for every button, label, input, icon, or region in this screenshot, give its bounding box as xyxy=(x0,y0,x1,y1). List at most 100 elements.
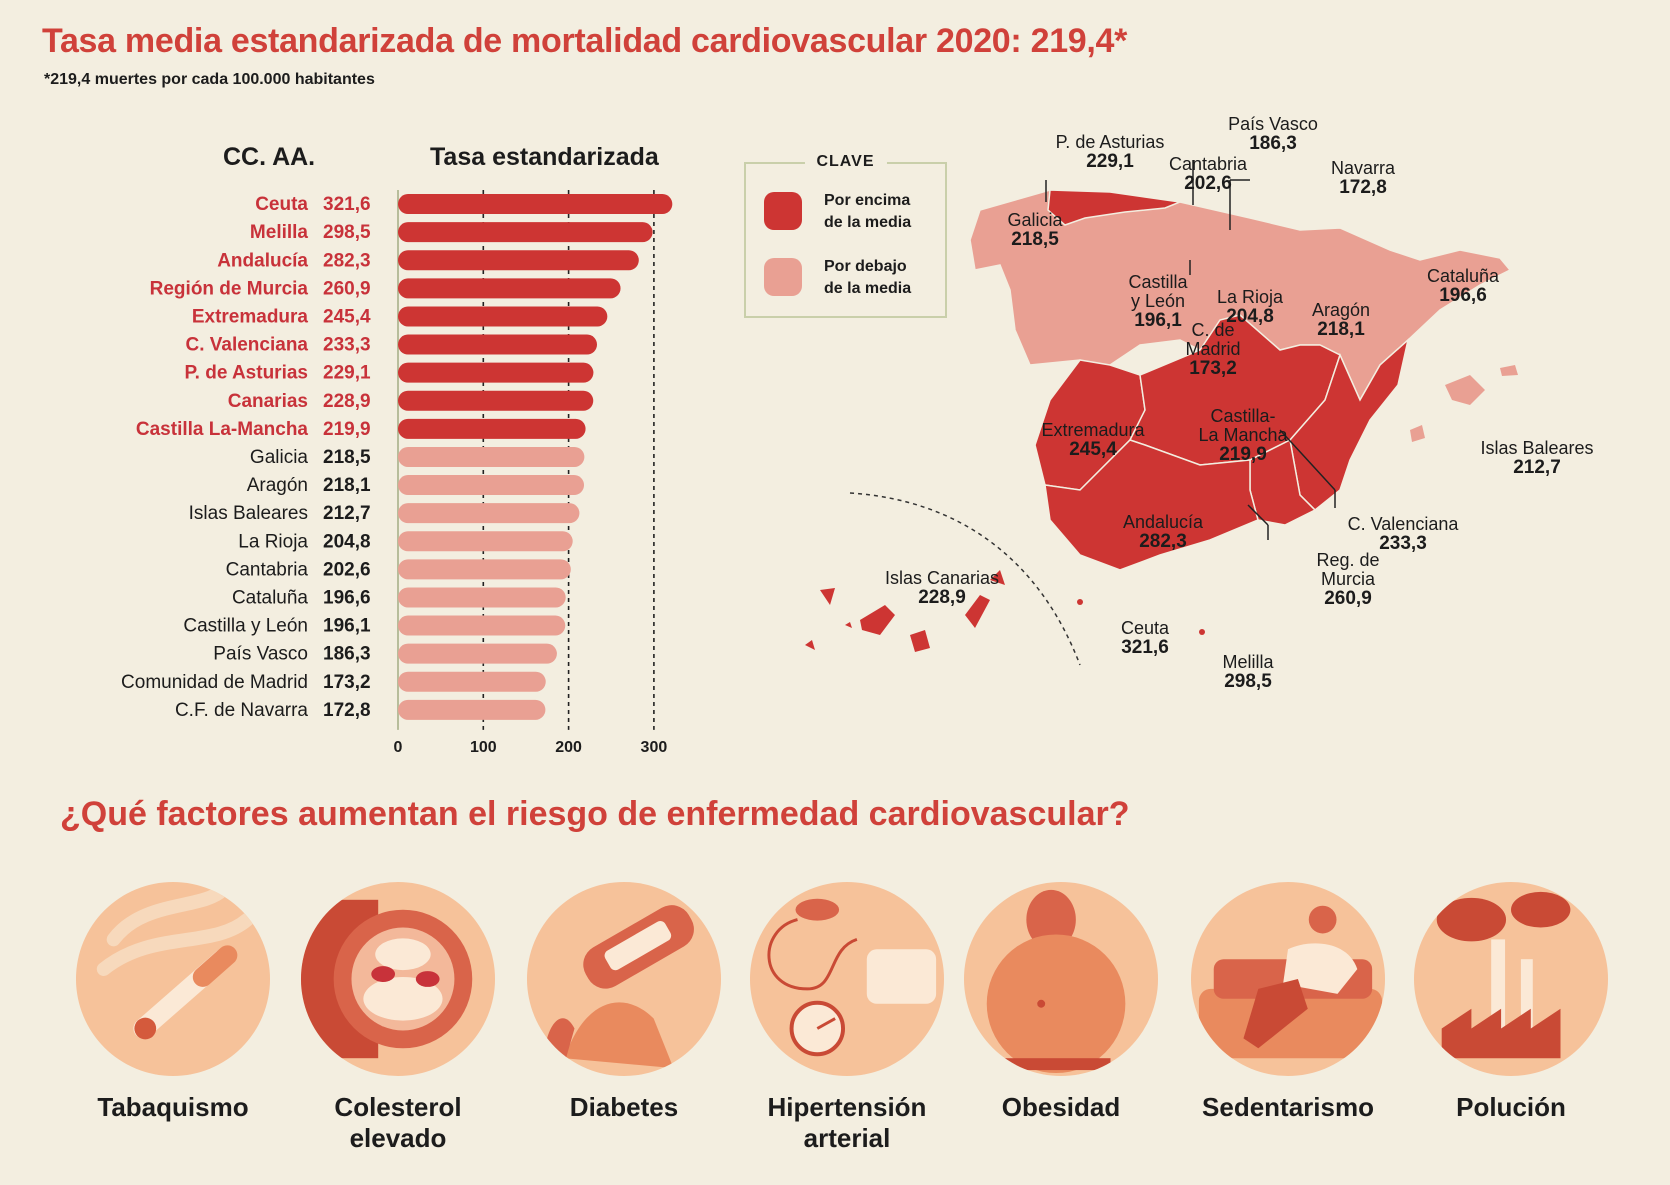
value-label: 282,3 xyxy=(323,250,371,271)
category-label: C.F. de Navarra xyxy=(175,700,308,721)
value-label: 298,5 xyxy=(323,222,371,243)
value-label: 218,5 xyxy=(323,447,371,468)
x-tick-label: 300 xyxy=(641,739,668,756)
category-label: Cantabria xyxy=(226,559,309,580)
map-canarias-divider xyxy=(849,492,1081,666)
map-region-label: C. Valenciana xyxy=(1348,514,1460,534)
artery-icon xyxy=(300,881,496,1077)
map-region-value: 218,1 xyxy=(1317,319,1365,340)
map-ceuta xyxy=(1077,599,1083,605)
bar xyxy=(398,699,546,720)
category-label: Ceuta xyxy=(255,194,308,215)
obesity-icon xyxy=(963,881,1159,1077)
bar xyxy=(398,362,594,383)
risk-factor-3: Diabetes xyxy=(519,880,729,1123)
legend: CLAVE Por encima de la media Por debajo … xyxy=(744,153,947,318)
bar xyxy=(398,446,585,467)
category-label: Melilla xyxy=(250,222,309,243)
map-region-label: Navarra xyxy=(1331,158,1396,178)
map-andalucia xyxy=(1044,439,1259,571)
value-label: 245,4 xyxy=(323,306,371,327)
category-label: La Rioja xyxy=(238,531,308,552)
risk-factor-label: Colesterol elevado xyxy=(334,1092,462,1153)
factory-icon xyxy=(1413,881,1609,1077)
value-label: 229,1 xyxy=(323,363,371,384)
map-melilla xyxy=(1199,629,1205,635)
column-header-rate: Tasa estandarizada xyxy=(430,143,659,171)
category-label: Aragón xyxy=(247,475,308,496)
category-label: P. de Asturias xyxy=(184,363,308,384)
couch-icon xyxy=(1190,881,1386,1077)
category-label: Castilla La-Mancha xyxy=(136,419,309,440)
map-region-value: 282,3 xyxy=(1139,531,1187,552)
map-region-value: 245,4 xyxy=(1069,439,1117,460)
map-region-label: Cataluña xyxy=(1427,266,1500,286)
bar xyxy=(398,194,673,215)
value-label: 196,6 xyxy=(323,587,371,608)
map-baleares-3 xyxy=(1500,365,1518,376)
risk-factor-label: Tabaquismo xyxy=(97,1092,249,1122)
map-baleares-2 xyxy=(1410,425,1425,442)
category-label: Cataluña xyxy=(232,587,308,608)
map-region-value: 173,2 xyxy=(1189,358,1237,379)
x-tick-label: 0 xyxy=(394,739,403,756)
map-region-label: Aragón xyxy=(1312,300,1370,320)
map-region-label: P. de Asturias xyxy=(1056,132,1165,152)
category-label: Castilla y León xyxy=(183,616,308,637)
map-region-value: 186,3 xyxy=(1249,133,1297,154)
map-region-value: 202,6 xyxy=(1184,173,1232,194)
value-label: 204,8 xyxy=(323,531,371,552)
map-region-label: Cantabria xyxy=(1169,154,1248,174)
map-region-label: Melilla xyxy=(1222,652,1274,672)
value-label: 218,1 xyxy=(323,475,371,496)
bar xyxy=(398,559,571,580)
page-subtitle: *219,4 muertes por cada 100.000 habitant… xyxy=(44,71,375,88)
map-region-label: La Rioja xyxy=(1217,287,1284,307)
risk-factor-label: Obesidad xyxy=(1001,1092,1121,1122)
risk-factor-label: Hipertensión arterial xyxy=(767,1092,927,1153)
category-label: Galicia xyxy=(250,447,309,468)
risk-factor-label: Polución xyxy=(1456,1092,1566,1122)
map-region-value: 218,5 xyxy=(1011,229,1059,250)
value-label: 228,9 xyxy=(323,391,371,412)
map-region-value: 219,9 xyxy=(1219,444,1267,465)
category-label: País Vasco xyxy=(213,644,308,665)
bar xyxy=(398,390,594,411)
map-region-value: 228,9 xyxy=(918,587,966,608)
category-label: Islas Baleares xyxy=(189,503,308,524)
map-asturias xyxy=(1047,189,1183,226)
map-baleares xyxy=(1445,375,1485,405)
risk-factor-2: Colesterol elevado xyxy=(293,880,503,1154)
risk-title: ¿Qué factores aumentan el riesgo de enfe… xyxy=(60,795,1130,833)
value-label: 196,1 xyxy=(323,616,371,637)
value-label: 321,6 xyxy=(323,194,371,215)
map-region-label: Castilla y León xyxy=(1128,272,1188,311)
legend-swatch-above xyxy=(764,192,802,230)
x-tick-label: 200 xyxy=(555,739,582,756)
value-label: 202,6 xyxy=(323,559,371,580)
risk-factor-label: Sedentarismo xyxy=(1202,1092,1374,1122)
bar xyxy=(398,615,566,636)
risk-factor-6: Sedentarismo xyxy=(1183,880,1393,1123)
bar xyxy=(398,418,586,439)
category-label: Comunidad de Madrid xyxy=(121,672,308,693)
bar xyxy=(398,278,621,299)
map-region-value: 233,3 xyxy=(1379,533,1427,554)
map-region-label: Ceuta xyxy=(1121,618,1170,638)
value-label: 233,3 xyxy=(323,335,371,356)
bar xyxy=(398,643,557,664)
map-region-value: 229,1 xyxy=(1086,151,1134,172)
map-region-label: Islas Canarias xyxy=(885,568,999,588)
map-region-value: 196,6 xyxy=(1439,285,1487,306)
map-region-label: Castilla-La Mancha xyxy=(1198,406,1288,445)
column-header-region: CC. AA. xyxy=(223,143,316,171)
bar xyxy=(398,531,573,552)
value-label: 219,9 xyxy=(323,419,371,440)
bar-chart: 0 100 200 300 Ceuta 321,6 Melilla 298,5 Andalucí… xyxy=(121,190,673,756)
map-region-label: Galicia xyxy=(1007,210,1063,230)
legend-title: CLAVE xyxy=(804,153,887,171)
category-label: Andalucía xyxy=(217,250,308,271)
map-region-label: C. de Madrid xyxy=(1185,320,1240,359)
